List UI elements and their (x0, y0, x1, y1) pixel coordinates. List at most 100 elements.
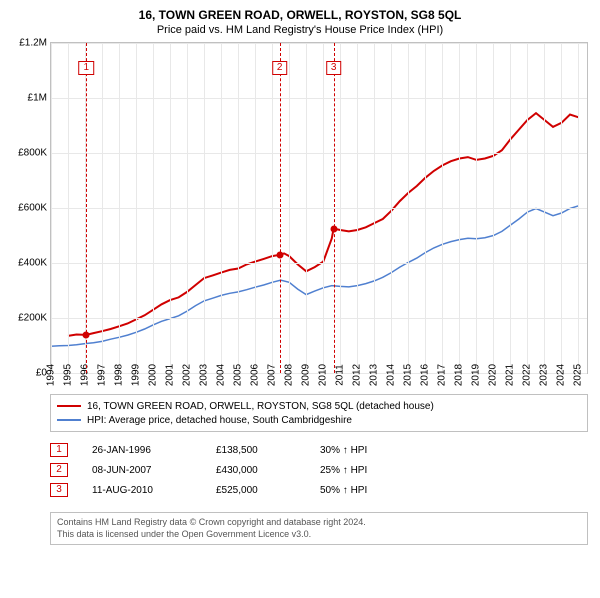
footer-line: This data is licensed under the Open Gov… (57, 529, 581, 541)
transaction-price: £525,000 (216, 485, 296, 496)
gridline-v (51, 43, 52, 373)
x-axis-label: 2014 (386, 364, 397, 386)
footer-line: Contains HM Land Registry data © Crown c… (57, 517, 581, 529)
x-axis-label: 2023 (539, 364, 550, 386)
gridline-v (493, 43, 494, 373)
gridline-v (170, 43, 171, 373)
x-axis-label: 2006 (250, 364, 261, 386)
x-axis-label: 2021 (505, 364, 516, 386)
x-axis-label: 2018 (454, 364, 465, 386)
series-hpi (51, 206, 579, 346)
gridline-v (187, 43, 188, 373)
legend: 16, TOWN GREEN ROAD, ORWELL, ROYSTON, SG… (50, 394, 588, 432)
x-axis-label: 1995 (63, 364, 74, 386)
gridline-v (204, 43, 205, 373)
y-axis-label: £600K (18, 203, 47, 214)
x-axis-label: 2011 (335, 364, 346, 386)
gridline-v (578, 43, 579, 373)
gridline-v (255, 43, 256, 373)
x-axis-label: 2017 (437, 364, 448, 386)
gridline-v (289, 43, 290, 373)
transaction-dot (330, 225, 337, 232)
gridline-v (238, 43, 239, 373)
gridline-h (51, 153, 587, 154)
gridline-v (340, 43, 341, 373)
legend-row: HPI: Average price, detached house, Sout… (57, 413, 581, 427)
y-axis-label: £200K (18, 313, 47, 324)
chart-title: 16, TOWN GREEN ROAD, ORWELL, ROYSTON, SG… (0, 8, 600, 22)
gridline-v (102, 43, 103, 373)
x-axis-label: 2009 (301, 364, 312, 386)
chart-container: 16, TOWN GREEN ROAD, ORWELL, ROYSTON, SG… (0, 8, 600, 598)
transaction-dot (276, 251, 283, 258)
x-axis-label: 1996 (80, 364, 91, 386)
x-axis-label: 2024 (556, 364, 567, 386)
gridline-h (51, 43, 587, 44)
transaction-date: 08-JUN-2007 (92, 465, 192, 476)
x-axis-label: 2022 (522, 364, 533, 386)
gridline-v (408, 43, 409, 373)
transaction-marker-box: 1 (78, 61, 94, 75)
gridline-v (68, 43, 69, 373)
x-axis-label: 2019 (471, 364, 482, 386)
transaction-price: £430,000 (216, 465, 296, 476)
transaction-marker-box: 2 (272, 61, 288, 75)
x-axis-label: 2020 (488, 364, 499, 386)
x-axis-label: 2015 (403, 364, 414, 386)
gridline-v (323, 43, 324, 373)
x-axis-label: 2025 (573, 364, 584, 386)
y-axis-label: £800K (18, 148, 47, 159)
transaction-row: 311-AUG-2010£525,00050% ↑ HPI (50, 480, 588, 500)
gridline-v (561, 43, 562, 373)
y-axis-label: £400K (18, 258, 47, 269)
gridline-v (221, 43, 222, 373)
gridline-v (136, 43, 137, 373)
legend-swatch (57, 405, 81, 407)
gridline-v (476, 43, 477, 373)
y-axis-label: £1M (28, 93, 47, 104)
x-axis-label: 2005 (233, 364, 244, 386)
legend-label: 16, TOWN GREEN ROAD, ORWELL, ROYSTON, SG… (87, 401, 434, 412)
x-axis-label: 2013 (369, 364, 380, 386)
legend-row: 16, TOWN GREEN ROAD, ORWELL, ROYSTON, SG… (57, 399, 581, 413)
legend-label: HPI: Average price, detached house, Sout… (87, 415, 352, 426)
gridline-v (544, 43, 545, 373)
gridline-v (272, 43, 273, 373)
x-axis-label: 2016 (420, 364, 431, 386)
x-axis-label: 2004 (216, 364, 227, 386)
y-axis-label: £1.2M (19, 38, 47, 49)
gridline-v (459, 43, 460, 373)
chart-plot-area: £0£200K£400K£600K£800K£1M£1.2M1994199519… (50, 42, 588, 374)
gridline-v (153, 43, 154, 373)
transaction-table: 1 26-JAN-1996 £138,500 30% ↑ HPI 2 08-JUN-200… (50, 440, 588, 500)
transaction-date: 26-JAN-1996 (92, 445, 192, 456)
transaction-price: £138,500 (216, 445, 296, 456)
transaction-line (280, 43, 281, 373)
chart-subtitle: Price paid vs. HM Land Registry's House … (0, 24, 600, 36)
gridline-h (51, 98, 587, 99)
transaction-number-badge: 1 (50, 443, 68, 457)
transaction-number-badge: 3 (50, 483, 68, 497)
transaction-date: 11-AUG-2010 (92, 485, 192, 496)
gridline-v (527, 43, 528, 373)
gridline-v (510, 43, 511, 373)
transaction-row: 208-JUN-2007£430,00025% ↑ HPI (50, 460, 588, 480)
transaction-row: 1 26-JAN-1996 £138,500 30% ↑ HPI (50, 440, 588, 460)
footer-attribution: Contains HM Land Registry data © Crown c… (50, 512, 588, 545)
x-axis-label: 2007 (267, 364, 278, 386)
gridline-v (374, 43, 375, 373)
transaction-number-badge: 2 (50, 463, 68, 477)
transaction-dot (83, 331, 90, 338)
transaction-line (334, 43, 335, 373)
x-axis-label: 1997 (97, 364, 108, 386)
gridline-h (51, 318, 587, 319)
gridline-v (306, 43, 307, 373)
gridline-v (391, 43, 392, 373)
x-axis-label: 2008 (284, 364, 295, 386)
x-axis-label: 1994 (46, 364, 57, 386)
transaction-delta: 30% ↑ HPI (320, 445, 400, 456)
x-axis-label: 2012 (352, 364, 363, 386)
gridline-h (51, 208, 587, 209)
gridline-h (51, 263, 587, 264)
x-axis-label: 1999 (131, 364, 142, 386)
